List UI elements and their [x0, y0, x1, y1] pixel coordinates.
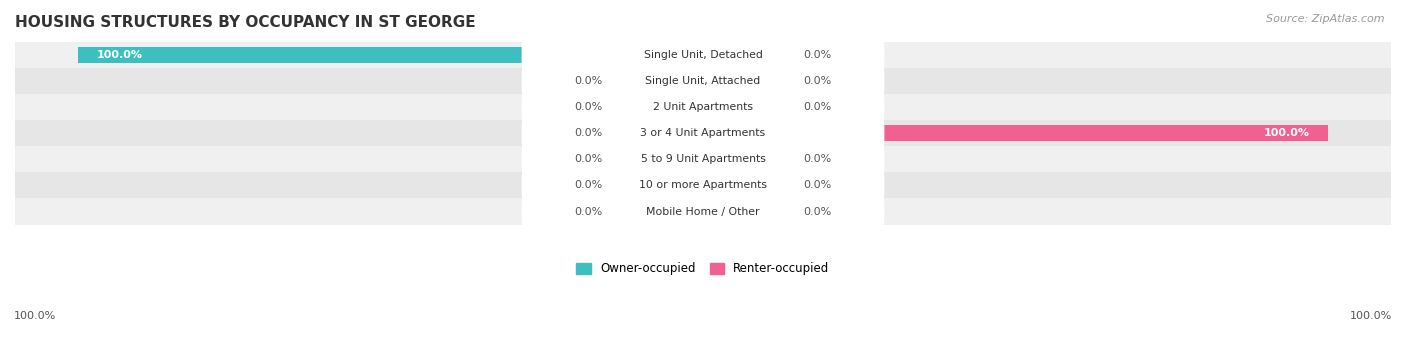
- Bar: [616, 99, 703, 115]
- Bar: [703, 177, 790, 194]
- Text: 0.0%: 0.0%: [803, 154, 831, 164]
- Text: 0.0%: 0.0%: [803, 102, 831, 112]
- Bar: [703, 47, 790, 63]
- FancyBboxPatch shape: [522, 35, 884, 75]
- Bar: [15, 198, 1391, 225]
- Bar: [616, 177, 703, 194]
- Text: 0.0%: 0.0%: [575, 128, 603, 138]
- Bar: [703, 99, 790, 115]
- Text: 0.0%: 0.0%: [803, 207, 831, 217]
- Text: 100.0%: 100.0%: [96, 50, 142, 60]
- Text: 0.0%: 0.0%: [575, 180, 603, 191]
- Text: 3 or 4 Unit Apartments: 3 or 4 Unit Apartments: [641, 128, 765, 138]
- Bar: [15, 146, 1391, 173]
- Bar: [15, 120, 1391, 146]
- Bar: [616, 151, 703, 167]
- Bar: [15, 173, 1391, 198]
- FancyBboxPatch shape: [522, 114, 884, 153]
- Bar: [15, 42, 1391, 68]
- Bar: [616, 204, 703, 220]
- FancyBboxPatch shape: [522, 61, 884, 101]
- Bar: [703, 125, 1329, 142]
- Bar: [15, 68, 1391, 94]
- Text: 0.0%: 0.0%: [575, 154, 603, 164]
- Text: Mobile Home / Other: Mobile Home / Other: [647, 207, 759, 217]
- Text: 100.0%: 100.0%: [14, 311, 56, 321]
- Text: 100.0%: 100.0%: [1264, 128, 1310, 138]
- Text: 10 or more Apartments: 10 or more Apartments: [638, 180, 768, 191]
- Text: 0.0%: 0.0%: [575, 76, 603, 86]
- Bar: [703, 204, 790, 220]
- Bar: [703, 73, 790, 89]
- Bar: [616, 73, 703, 89]
- Legend: Owner-occupied, Renter-occupied: Owner-occupied, Renter-occupied: [576, 263, 830, 276]
- Text: Single Unit, Detached: Single Unit, Detached: [644, 50, 762, 60]
- FancyBboxPatch shape: [522, 88, 884, 127]
- Text: 0.0%: 0.0%: [803, 180, 831, 191]
- Text: Source: ZipAtlas.com: Source: ZipAtlas.com: [1267, 14, 1385, 24]
- Text: 0.0%: 0.0%: [575, 207, 603, 217]
- FancyBboxPatch shape: [522, 166, 884, 205]
- Bar: [616, 125, 703, 142]
- Text: 0.0%: 0.0%: [803, 50, 831, 60]
- Text: HOUSING STRUCTURES BY OCCUPANCY IN ST GEORGE: HOUSING STRUCTURES BY OCCUPANCY IN ST GE…: [15, 15, 475, 30]
- Text: 100.0%: 100.0%: [1350, 311, 1392, 321]
- Bar: [15, 94, 1391, 120]
- Text: 0.0%: 0.0%: [803, 76, 831, 86]
- Text: 0.0%: 0.0%: [575, 102, 603, 112]
- FancyBboxPatch shape: [522, 139, 884, 179]
- Text: 2 Unit Apartments: 2 Unit Apartments: [652, 102, 754, 112]
- Bar: [77, 47, 703, 63]
- Text: 5 to 9 Unit Apartments: 5 to 9 Unit Apartments: [641, 154, 765, 164]
- FancyBboxPatch shape: [522, 192, 884, 231]
- Text: Single Unit, Attached: Single Unit, Attached: [645, 76, 761, 86]
- Bar: [703, 151, 790, 167]
